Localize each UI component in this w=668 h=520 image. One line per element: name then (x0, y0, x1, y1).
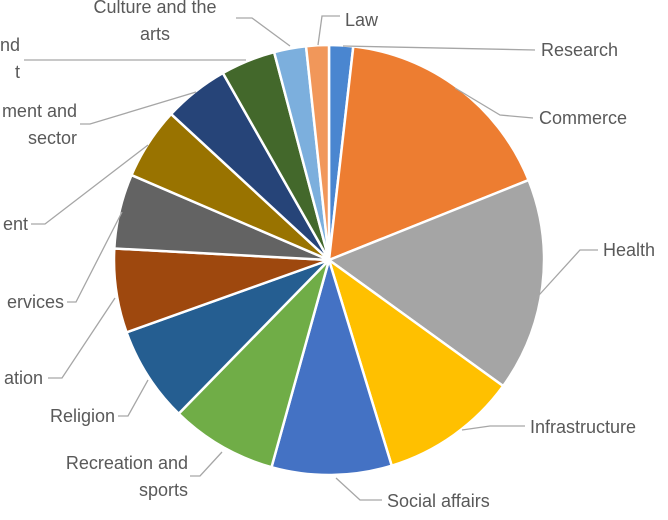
data-label: nd t (0, 35, 20, 82)
pie-slice-recreation-and-sports (176, 259, 331, 469)
data-label: Commerce (539, 108, 627, 128)
data-label: ervices (7, 292, 64, 312)
leader-line (31, 144, 149, 225)
pie-slices (112, 43, 546, 477)
leader-line (335, 477, 382, 501)
leader-line (67, 211, 123, 303)
data-label: Law (345, 10, 379, 30)
pie-slice-commerce (327, 44, 531, 262)
pie-slice-law (304, 43, 331, 261)
leader-line (118, 379, 149, 417)
data-label: Religion (50, 406, 115, 426)
data-label: Research (541, 40, 618, 60)
data-label: Culture and the arts (93, 0, 216, 44)
data-label: Health (603, 240, 655, 260)
leader-line (317, 15, 340, 46)
leader-line (236, 17, 291, 47)
pie-slice-social-affairs (269, 255, 394, 477)
leader-line (342, 45, 536, 51)
pie-slice-infrastructure (326, 256, 505, 468)
leader-line (48, 297, 116, 379)
leader-line (529, 249, 598, 306)
leader-line (461, 425, 525, 431)
data-label: Social affairs (387, 491, 490, 511)
data-label: Recreation and sports (66, 453, 188, 500)
data-label: Infrastructure (530, 417, 636, 437)
data-labels: Research Commerce Health Infrastructure Soci… (0, 0, 655, 511)
leader-lines (24, 15, 598, 501)
leader-line (80, 91, 197, 125)
data-label: ent (3, 214, 28, 234)
data-label: ation (4, 368, 43, 388)
data-label: ment and sector (2, 101, 77, 148)
leader-line (454, 87, 534, 119)
pie-slice-health (326, 178, 546, 388)
leader-line (190, 451, 223, 477)
